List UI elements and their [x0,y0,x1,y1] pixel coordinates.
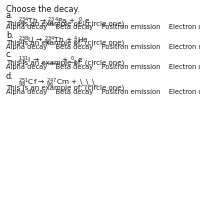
Text: This is an example of: (circle one): This is an example of: (circle one) [6,20,124,27]
Text: c.: c. [6,50,13,59]
Text: d.: d. [6,72,14,81]
Text: This is an example of: (circle one): This is an example of: (circle one) [6,40,124,46]
Text: a.: a. [6,11,14,20]
Text: $^{131}_{53}$I → _____ + $^{\,0}_{-1}$e: $^{131}_{53}$I → _____ + $^{\,0}_{-1}$e [18,55,83,68]
Text: Alpha decay    Beta decay    Positron emission    Electron capture: Alpha decay Beta decay Positron emission… [6,89,200,95]
Text: Choose the decay.: Choose the decay. [6,5,80,14]
Text: b.: b. [6,31,14,40]
Text: This is an example of: (circle one): This is an example of: (circle one) [6,85,124,91]
Text: This is an example of: (circle one): This is an example of: (circle one) [6,60,124,66]
Text: Alpha decay    Beta decay    Positron emission    Electron capture: Alpha decay Beta decay Positron emission… [6,44,200,50]
Text: Alpha decay    Beta decay    Positron emission    Electron capture: Alpha decay Beta decay Positron emission… [6,24,200,30]
Text: $^{251}_{98}$Cf → $^{247}_{96}$Cm + \_\_\_: $^{251}_{98}$Cf → $^{247}_{96}$Cm + \_\_… [18,76,99,90]
Text: $^{238}_{92}$U → $^{234}_{90}$Th + $^{4}_{2}$He: $^{238}_{92}$U → $^{234}_{90}$Th + $^{4}… [18,35,89,48]
Text: $^{234}_{90}$Th → $^{234}_{91}$Pa + $^{\,0}_{-1}$e: $^{234}_{90}$Th → $^{234}_{91}$Pa + $^{\… [18,15,91,29]
Text: Alpha decay    Beta decay    Positron emission    Electron capture: Alpha decay Beta decay Positron emission… [6,64,200,70]
